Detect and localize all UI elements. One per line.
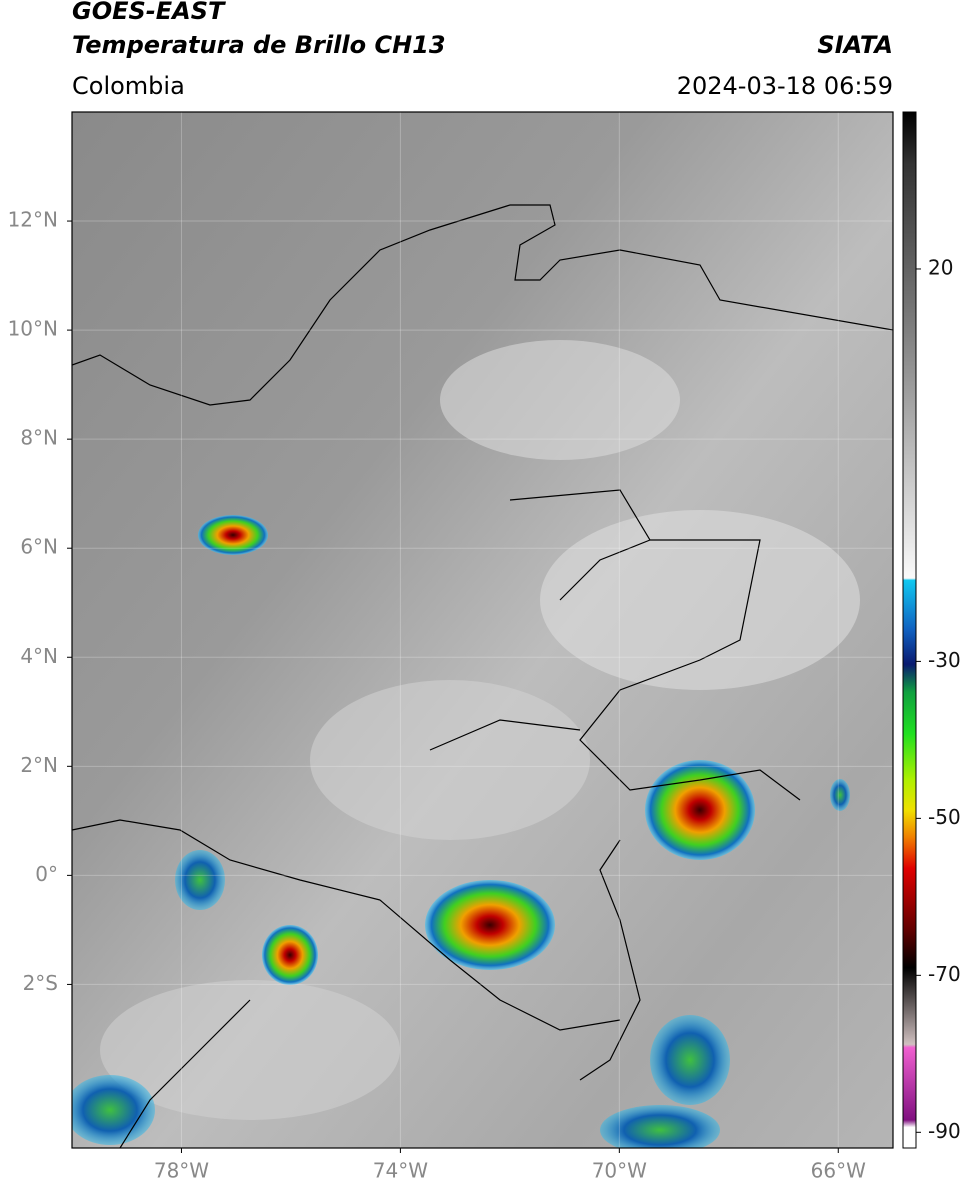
region: Colombia	[72, 72, 185, 100]
map	[72, 112, 893, 1148]
storm	[262, 925, 318, 985]
colorbar-tick-label: -50	[928, 805, 961, 829]
x-tick-label: 66°W	[811, 1159, 866, 1183]
x-tick-label: 70°W	[592, 1159, 647, 1183]
source: SIATA	[817, 31, 893, 59]
colorbar	[902, 111, 917, 1149]
borders	[72, 204, 893, 1148]
storm	[600, 1105, 720, 1148]
cloud	[440, 340, 680, 460]
y-tick-label: 4°N	[20, 644, 58, 668]
x-tick-label: 78°W	[154, 1159, 209, 1183]
y-tick-label: 0°	[35, 862, 58, 886]
cloud	[540, 510, 860, 690]
y-tick-label: 6°N	[20, 535, 58, 559]
storm	[645, 760, 755, 860]
storm	[198, 515, 268, 555]
storm	[175, 850, 225, 910]
colorbar-tick-label: -70	[928, 962, 961, 986]
colorbar-tick-label: -30	[928, 648, 961, 672]
storm	[830, 779, 850, 811]
y-tick-label: 12°N	[8, 208, 58, 232]
storm	[425, 880, 555, 970]
y-tick-label: 2°N	[20, 753, 58, 777]
cloud	[310, 680, 590, 840]
subtitle: Temperatura de Brillo CH13	[72, 31, 446, 59]
y-tick-label: 10°N	[8, 317, 58, 341]
cloud	[100, 980, 400, 1120]
storm	[72, 1075, 155, 1145]
colorbar-tick-label: -90	[928, 1119, 961, 1143]
y-tick-label: 8°N	[20, 426, 58, 450]
map-frame	[71, 111, 894, 1149]
timestamp: 2024-03-18 06:59	[677, 72, 893, 100]
colorbar-tick-label: 20	[928, 255, 953, 279]
title: GOES-EAST	[72, 0, 226, 25]
x-tick-label: 74°W	[373, 1159, 428, 1183]
y-tick-label: 2°S	[23, 971, 58, 995]
storm	[650, 1015, 730, 1105]
